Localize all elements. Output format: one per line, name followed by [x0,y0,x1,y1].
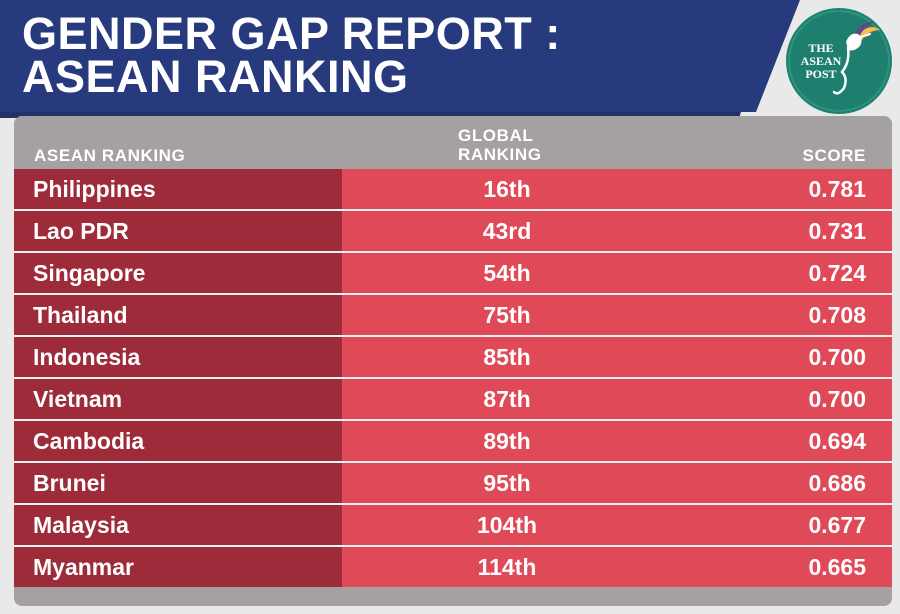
country-cell: Thailand [14,295,342,335]
page-title: GENDER GAP REPORT : ASEAN RANKING [22,11,561,99]
score-cell: 0.781 [808,176,866,202]
country-cell: Indonesia [14,337,342,377]
table-row: Malaysia 104th 0.677 [14,505,892,547]
global-ranking-cell: 16th [483,176,531,202]
title-line-2: ASEAN RANKING [22,51,409,102]
country-cell: Myanmar [14,547,342,587]
values-cell-group: 43rd 0.731 [342,211,892,251]
score-cell: 0.724 [808,260,866,286]
score-cell: 0.694 [808,428,866,454]
logo-text-line-3: POST [805,67,837,81]
the-asean-post-logo: THE ASEAN POST [786,8,892,114]
score-cell: 0.686 [808,470,866,496]
logo-text-line-2: ASEAN [800,54,842,68]
row-divider [14,251,892,253]
table-row: Myanmar 114th 0.665 [14,547,892,589]
ranking-table: ASEAN RANKING GLOBAL RANKING SCORE Phili… [14,116,892,606]
row-divider [14,419,892,421]
row-divider [14,461,892,463]
global-ranking-cell: 87th [483,386,531,412]
score-cell: 0.731 [808,218,866,244]
table-row: Singapore 54th 0.724 [14,253,892,295]
country-cell: Cambodia [14,421,342,461]
country-cell: Lao PDR [14,211,342,251]
table-row: Vietnam 87th 0.700 [14,379,892,421]
table-row: Philippines 16th 0.781 [14,169,892,211]
global-ranking-cell: 95th [483,470,531,496]
score-cell: 0.677 [808,512,866,538]
global-ranking-cell: 75th [483,302,531,328]
row-divider [14,545,892,547]
row-divider [14,335,892,337]
row-divider [14,293,892,295]
logo-text: THE ASEAN POST [794,42,848,81]
country-cell: Brunei [14,463,342,503]
title-line-1: GENDER GAP REPORT : [22,8,561,59]
row-divider [14,503,892,505]
column-header-score: SCORE [802,146,866,165]
country-cell: Vietnam [14,379,342,419]
row-divider [14,209,892,211]
score-cell: 0.665 [808,554,866,580]
logo-text-line-1: THE [808,41,834,55]
table-body: Philippines 16th 0.781 Lao PDR 43rd 0.731 Sing… [14,169,892,589]
values-cell-group: 104th 0.677 [342,505,892,545]
score-cell: 0.708 [808,302,866,328]
values-cell-group: 54th 0.724 [342,253,892,293]
table-row: Thailand 75th 0.708 [14,295,892,337]
table-row: Indonesia 85th 0.700 [14,337,892,379]
hummingbird-icon [788,10,890,112]
table-row: Cambodia 89th 0.694 [14,421,892,463]
title-banner [0,0,800,112]
values-cell-group: 85th 0.700 [342,337,892,377]
values-cell-group: 16th 0.781 [342,169,892,209]
table-row: Lao PDR 43rd 0.731 [14,211,892,253]
table-header: ASEAN RANKING GLOBAL RANKING SCORE [14,116,892,168]
table-row: Brunei 95th 0.686 [14,463,892,505]
global-ranking-cell: 54th [483,260,531,286]
column-header-global-ranking: GLOBAL RANKING [458,126,542,164]
global-ranking-cell: 89th [483,428,531,454]
score-cell: 0.700 [808,344,866,370]
row-divider [14,377,892,379]
country-cell: Singapore [14,253,342,293]
global-ranking-cell: 43rd [482,218,532,244]
country-cell: Philippines [14,169,342,209]
values-cell-group: 87th 0.700 [342,379,892,419]
values-cell-group: 75th 0.708 [342,295,892,335]
global-ranking-cell: 104th [476,512,538,538]
values-cell-group: 95th 0.686 [342,463,892,503]
column-header-asean-ranking: ASEAN RANKING [34,146,186,165]
values-cell-group: 89th 0.694 [342,421,892,461]
global-ranking-cell: 114th [477,554,537,580]
values-cell-group: 114th 0.665 [342,547,892,587]
score-cell: 0.700 [808,386,866,412]
country-cell: Malaysia [14,505,342,545]
global-ranking-cell: 85th [483,344,531,370]
